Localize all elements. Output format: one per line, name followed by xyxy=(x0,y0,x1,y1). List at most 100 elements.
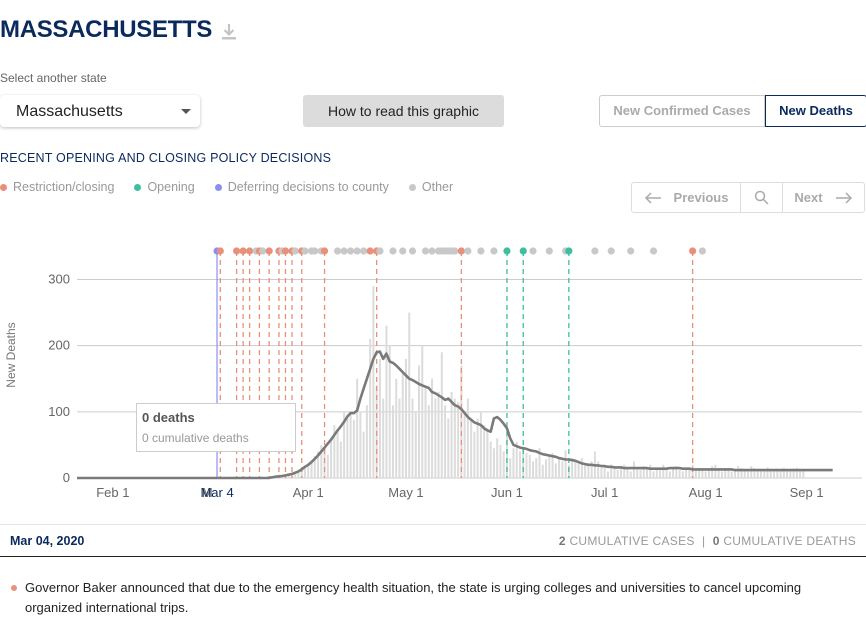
policy-dot-other xyxy=(408,247,417,255)
x-tick-label: M xyxy=(202,485,213,500)
bar xyxy=(746,471,750,478)
legend-label-county: Deferring decisions to county xyxy=(227,180,389,194)
policy-dot-opening xyxy=(565,247,573,255)
bar xyxy=(685,468,688,478)
arrow-right-icon xyxy=(835,191,852,204)
deaths-chart[interactable]: New Deaths 0 100 200 300 Feb 1 M Apr 1 May 1 Jun … xyxy=(0,235,866,505)
bar xyxy=(789,470,792,478)
legend-item-opening: Opening xyxy=(134,180,195,194)
bar xyxy=(421,345,424,478)
bar xyxy=(300,468,303,478)
bar xyxy=(795,468,798,478)
bar xyxy=(799,471,802,478)
y-tick-label: 200 xyxy=(48,338,70,353)
how-to-read-button[interactable]: How to read this graphic xyxy=(303,95,504,127)
policy-dot-other xyxy=(376,247,384,255)
cumulative-deaths-count: 0 xyxy=(712,534,720,548)
bar xyxy=(486,428,489,478)
legend-dot-restriction xyxy=(0,183,7,191)
bar xyxy=(460,365,463,478)
bar xyxy=(356,378,359,478)
policy-dot-restriction xyxy=(239,247,247,255)
policy-note: Governor Baker announced that due to the… xyxy=(25,580,802,615)
cumulative-cases-count: 2 xyxy=(558,534,566,548)
bar xyxy=(629,471,632,478)
bar xyxy=(655,468,658,478)
bar xyxy=(411,398,414,478)
state-select-label: Select another state xyxy=(0,71,107,85)
bar xyxy=(343,411,346,478)
policy-dot-other xyxy=(477,247,485,255)
bar xyxy=(707,470,710,478)
bar xyxy=(688,467,691,478)
bar xyxy=(320,444,323,478)
bar xyxy=(349,414,352,478)
bar xyxy=(372,286,375,478)
next-button[interactable]: Next xyxy=(783,183,864,212)
policy-dot-restriction xyxy=(320,247,329,255)
bar xyxy=(538,448,541,478)
next-label: Next xyxy=(794,190,823,205)
policy-dot-other xyxy=(649,247,658,255)
search-button[interactable] xyxy=(741,183,783,212)
toggle-new-deaths[interactable]: New Deaths xyxy=(765,95,866,127)
policy-dot-other xyxy=(333,247,342,255)
bar xyxy=(391,405,394,478)
bar xyxy=(440,352,443,478)
bar xyxy=(672,468,675,478)
cumulative-separator: | xyxy=(702,534,706,548)
policy-dot-other xyxy=(428,247,436,255)
bar xyxy=(802,470,805,478)
bar xyxy=(587,466,590,478)
toggle-new-confirmed-cases[interactable]: New Confirmed Cases xyxy=(599,95,765,127)
policy-dot-other xyxy=(399,247,407,255)
policy-dot-other xyxy=(529,247,537,255)
bar xyxy=(626,468,629,478)
bar xyxy=(362,431,365,478)
previous-button[interactable]: Previous xyxy=(632,183,741,212)
bar xyxy=(525,452,528,478)
bar xyxy=(382,398,385,478)
bar xyxy=(492,448,495,478)
tooltip-cumulative: 0 cumulative deaths xyxy=(142,431,249,445)
bar xyxy=(541,464,544,478)
legend-dot-other xyxy=(408,183,416,191)
search-icon xyxy=(754,190,769,205)
x-tick-label: Feb 1 xyxy=(96,485,129,500)
bar xyxy=(773,471,776,478)
policy-pager: Previous Next xyxy=(631,182,865,213)
bar xyxy=(717,468,720,478)
state-select[interactable]: Massachusetts xyxy=(0,95,200,127)
chevron-down-icon xyxy=(181,109,191,114)
bar xyxy=(418,365,421,478)
policy-dot-other xyxy=(698,247,706,255)
bar xyxy=(792,468,795,478)
bar xyxy=(623,464,626,478)
bar xyxy=(323,448,326,478)
legend-dot-county xyxy=(214,183,222,191)
policy-dot-other xyxy=(389,247,397,255)
bar xyxy=(646,468,649,478)
bar xyxy=(395,378,398,478)
bar xyxy=(352,419,355,478)
bar xyxy=(776,468,779,478)
arrow-left-icon xyxy=(644,191,661,204)
bar xyxy=(681,471,684,478)
bar xyxy=(330,438,333,478)
download-icon[interactable] xyxy=(221,22,237,42)
bar xyxy=(698,468,701,478)
bar xyxy=(730,471,733,478)
y-tick-label: 100 xyxy=(48,404,70,419)
bar xyxy=(466,398,469,478)
chart-tooltip: 0 deaths 0 cumulative deaths xyxy=(136,403,296,452)
bar xyxy=(502,451,505,478)
legend-item-county: Deferring decisions to county xyxy=(214,180,389,194)
bar xyxy=(294,472,297,478)
policy-dot-other xyxy=(311,247,319,255)
bar xyxy=(496,438,499,478)
policy-dot-restriction xyxy=(265,247,273,255)
bar xyxy=(326,454,329,478)
bar xyxy=(336,431,339,478)
bar xyxy=(369,339,372,478)
bar xyxy=(665,470,668,478)
